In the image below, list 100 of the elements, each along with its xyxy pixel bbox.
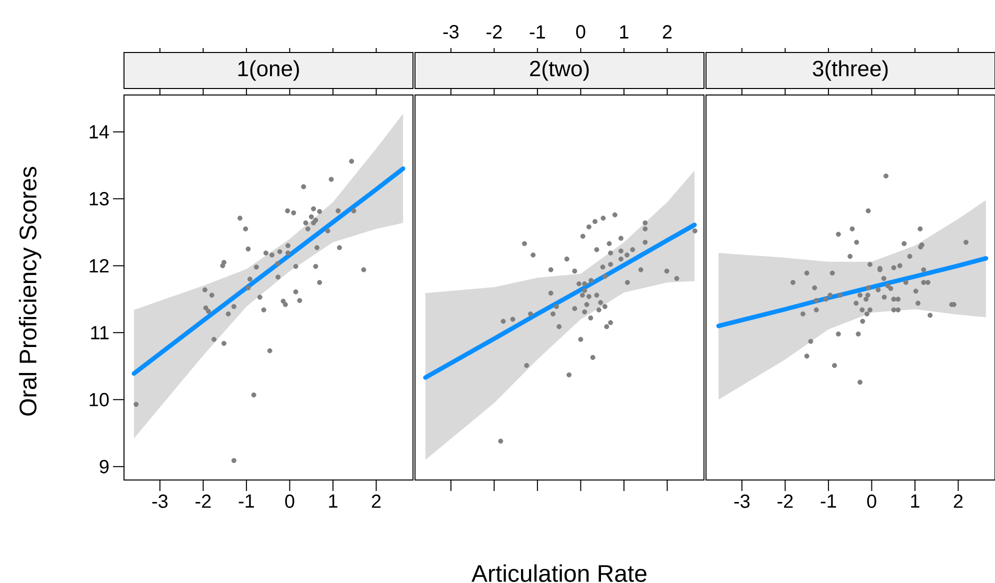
point [325, 228, 330, 234]
point [618, 256, 624, 262]
point [608, 320, 614, 326]
point [280, 298, 286, 304]
point [867, 307, 872, 312]
point [883, 174, 888, 179]
point [594, 292, 600, 298]
y-tick-label: 10 [90, 392, 109, 406]
point [572, 268, 578, 274]
point [277, 249, 282, 254]
point [254, 264, 259, 270]
x-tick-label: 0 [576, 25, 586, 38]
point [602, 274, 608, 279]
point [584, 302, 590, 308]
point [624, 280, 630, 285]
point [328, 176, 334, 182]
point [903, 280, 908, 285]
point [612, 212, 618, 218]
point [896, 296, 901, 302]
x-tick-label: -2 [196, 494, 211, 508]
x-tick-label: 1 [620, 25, 628, 38]
point [896, 307, 901, 312]
point [246, 246, 251, 252]
point [203, 305, 208, 310]
point [550, 311, 556, 316]
point [285, 208, 290, 214]
point [361, 267, 366, 272]
point [303, 220, 308, 226]
point [275, 261, 280, 266]
point [830, 270, 835, 276]
point [261, 307, 266, 312]
point [602, 304, 608, 310]
point [881, 276, 886, 281]
point [590, 354, 596, 360]
y-tick-label: 14 [90, 125, 109, 138]
point [314, 245, 320, 250]
x-tick-label: 0 [867, 494, 876, 508]
point [267, 348, 272, 354]
point [915, 300, 920, 306]
point [642, 220, 648, 226]
point [269, 252, 274, 258]
point [285, 243, 290, 248]
point [530, 252, 536, 258]
point [572, 306, 578, 312]
x-tick-label: -1 [530, 25, 545, 38]
x-tick-label: -1 [820, 494, 836, 508]
point [596, 307, 602, 312]
point [832, 362, 837, 368]
point [510, 316, 516, 322]
point [566, 372, 572, 378]
point [564, 256, 570, 262]
point [866, 208, 871, 214]
point [876, 287, 881, 292]
point [313, 264, 318, 269]
x-tick-label: 1 [329, 494, 338, 508]
point [301, 184, 306, 190]
point [618, 236, 624, 241]
point [860, 307, 865, 312]
point [134, 402, 139, 407]
y-tick-label: 13 [90, 192, 109, 206]
point [291, 210, 296, 216]
point [925, 280, 930, 285]
point [854, 300, 859, 306]
point [888, 286, 894, 291]
point [206, 308, 211, 314]
point [311, 220, 316, 226]
point [500, 318, 506, 324]
point [865, 292, 870, 298]
point [586, 224, 592, 230]
point [600, 264, 606, 270]
point [522, 241, 527, 246]
point [600, 216, 606, 221]
x-tick-label: -2 [486, 25, 502, 38]
x-tick-label: 0 [285, 494, 294, 508]
point [588, 315, 594, 320]
point [251, 392, 256, 398]
point [624, 252, 630, 258]
point [928, 312, 933, 318]
point [576, 281, 582, 286]
point [790, 280, 796, 285]
point [243, 226, 248, 232]
chart-title: 1(one) [238, 60, 299, 81]
point [276, 274, 281, 280]
point [209, 292, 214, 298]
point [293, 264, 298, 269]
x-tick-label: -3 [734, 494, 750, 508]
point [237, 216, 242, 221]
point [836, 232, 841, 237]
point [838, 292, 843, 298]
point [866, 285, 871, 290]
point [282, 302, 288, 308]
point [498, 438, 504, 444]
point [867, 262, 872, 267]
point [582, 309, 588, 314]
point [263, 250, 268, 256]
point [921, 267, 926, 272]
point [580, 234, 586, 239]
point [202, 287, 208, 292]
point [913, 288, 918, 294]
x-tick-label: -3 [152, 494, 168, 508]
